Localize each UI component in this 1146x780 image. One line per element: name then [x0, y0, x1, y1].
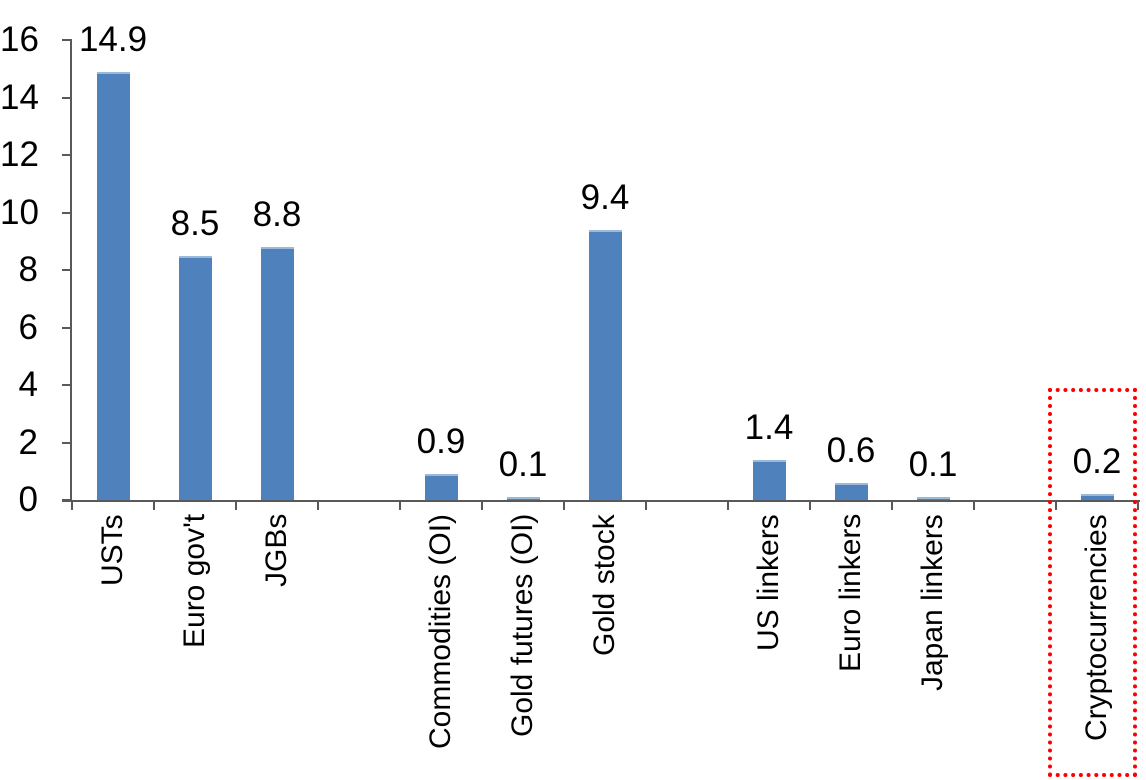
x-category-label-usts: USTs: [96, 514, 129, 586]
y-axis-tick: [62, 269, 72, 271]
x-axis-tick: [399, 500, 401, 510]
x-axis-tick: [317, 500, 319, 510]
bar-value-label-euro-linkers: 0.6: [826, 431, 876, 470]
x-category-label-us-linkers: US linkers: [752, 514, 785, 651]
bar-value-label-euro-gov-t: 8.5: [170, 204, 220, 243]
bar-euro-linkers: [835, 483, 868, 500]
bar-value-label-us-linkers: 1.4: [744, 408, 794, 447]
y-tick-label: 4: [18, 365, 38, 404]
y-axis-tick: [62, 154, 72, 156]
y-tick-label: 16: [0, 20, 39, 59]
x-axis-tick: [153, 500, 155, 510]
x-axis-tick: [71, 500, 73, 510]
bar-value-label-commodities-oi: 0.9: [416, 422, 466, 461]
x-axis-tick: [1137, 500, 1139, 510]
x-axis-tick: [235, 500, 237, 510]
x-axis-tick: [891, 500, 893, 510]
x-axis-line: [62, 500, 1140, 502]
bar-japan-linkers: [917, 497, 950, 500]
x-category-label-euro-gov-t: Euro gov't: [178, 514, 211, 649]
bar-value-label-gold-futures-oi: 0.1: [498, 445, 548, 484]
y-axis-tick: [62, 212, 72, 214]
bar-gold-futures-oi: [507, 497, 540, 500]
x-category-label-euro-linkers: Euro linkers: [834, 514, 867, 673]
x-axis-tick: [973, 500, 975, 510]
x-category-label-japan-linkers: Japan linkers: [916, 514, 949, 691]
y-axis-tick: [62, 327, 72, 329]
y-tick-label: 12: [0, 135, 39, 174]
y-axis-tick: [62, 499, 72, 501]
x-axis-tick: [645, 500, 647, 510]
bar-jgbs: [261, 247, 294, 500]
y-tick-label: 0: [18, 480, 38, 519]
x-category-label-jgbs: JGBs: [260, 514, 293, 588]
bar-euro-gov-t: [179, 256, 212, 500]
y-tick-label: 14: [0, 78, 39, 117]
x-category-label-gold-futures-oi: Gold futures (OI): [506, 514, 539, 738]
x-category-label-commodities-oi: Commodities (OI): [424, 514, 457, 750]
x-axis-tick: [563, 500, 565, 510]
y-tick-label: 2: [18, 423, 38, 462]
bar-usts: [97, 72, 130, 500]
y-tick-label: 6: [18, 308, 38, 347]
bar-cryptocurrencies: [1081, 494, 1114, 500]
y-tick-label: 8: [18, 250, 38, 289]
bar-commodities-oi: [425, 474, 458, 500]
y-axis-tick: [62, 442, 72, 444]
x-axis-tick: [727, 500, 729, 510]
bar-value-label-usts: 14.9: [78, 20, 148, 59]
highlight-box-cryptocurrencies: [1048, 388, 1137, 777]
y-tick-label: 10: [0, 193, 39, 232]
bar-value-label-japan-linkers: 0.1: [908, 445, 958, 484]
bar-value-label-gold-stock: 9.4: [580, 178, 630, 217]
bar-value-label-jgbs: 8.8: [252, 195, 302, 234]
y-axis-tick: [62, 384, 72, 386]
x-category-label-gold-stock: Gold stock: [588, 514, 621, 656]
bar-value-label-cryptocurrencies: 0.2: [1072, 442, 1122, 481]
y-axis-tick: [62, 39, 72, 41]
x-axis-tick: [809, 500, 811, 510]
bar-gold-stock: [589, 230, 622, 500]
x-axis-tick: [1055, 500, 1057, 510]
bar-us-linkers: [753, 460, 786, 500]
x-axis-tick: [481, 500, 483, 510]
y-axis-tick: [62, 97, 72, 99]
y-axis-line: [70, 40, 72, 502]
